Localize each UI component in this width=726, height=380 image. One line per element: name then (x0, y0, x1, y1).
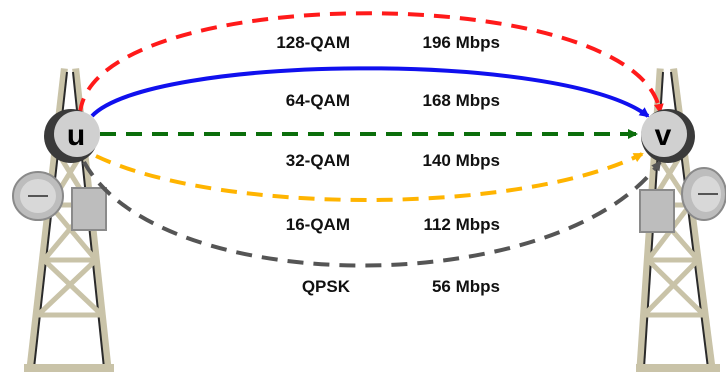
node-u-label: u (67, 119, 85, 152)
link-modulation-label: 32-QAM (286, 151, 350, 170)
left-tower-icon (12, 68, 114, 372)
link-128qam-arrow (78, 11, 664, 115)
link-16qam-arrow (95, 152, 644, 202)
link-rate-label: 140 Mbps (423, 151, 500, 170)
node-v-label: v (655, 119, 672, 152)
link-modulation-label: 64-QAM (286, 91, 350, 110)
node-v: v (641, 109, 695, 163)
link-rate-label: 56 Mbps (432, 277, 500, 296)
link-rate-label: 196 Mbps (423, 33, 500, 52)
link-modulation-label: 16-QAM (286, 215, 350, 234)
link-rate-label: 168 Mbps (423, 91, 500, 110)
link-rate-label: 112 Mbps (423, 215, 500, 234)
link-modulation-label: QPSK (302, 277, 351, 296)
link-qpsk-arrow (82, 160, 662, 268)
link-modulation-label: 128-QAM (276, 33, 350, 52)
link-64qam-arrow (90, 66, 650, 118)
node-u: u (44, 109, 100, 163)
link-labels: 128-QAM 196 Mbps 64-QAM 168 Mbps 32-QAM … (276, 33, 500, 296)
